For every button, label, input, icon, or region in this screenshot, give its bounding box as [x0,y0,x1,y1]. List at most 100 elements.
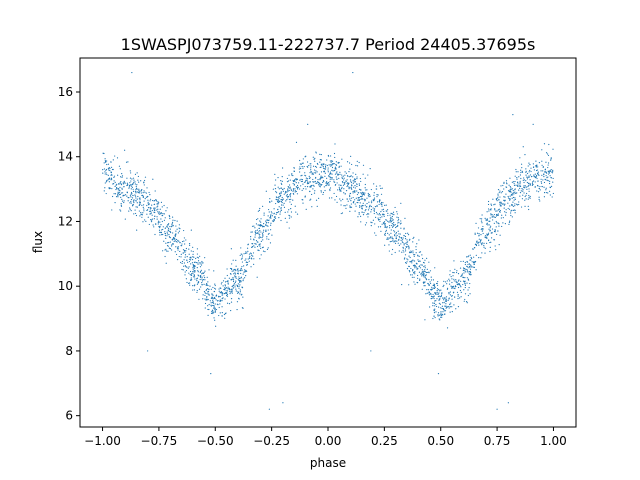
data-point [225,287,228,289]
data-point [351,163,353,166]
data-point [129,195,132,197]
data-point [519,180,521,182]
data-point [423,270,425,273]
data-point [334,184,337,186]
data-point [475,254,477,257]
data-point [307,123,309,125]
data-point [124,182,126,184]
data-point [491,214,493,216]
data-point [384,204,386,206]
data-point [406,243,408,245]
data-point [333,179,335,181]
data-point [497,214,499,216]
data-point [468,267,470,269]
data-point [462,276,465,279]
data-point [131,186,134,188]
data-point [546,153,549,155]
data-point [188,248,190,250]
data-point [292,190,294,192]
data-point [390,221,393,223]
data-point [460,296,462,298]
data-point [251,246,253,249]
data-point [229,267,232,270]
data-point [430,276,432,278]
data-point [364,204,366,206]
data-point [403,243,405,245]
data-point [147,201,149,203]
data-point [207,314,209,317]
data-point [434,286,436,288]
data-point [136,229,138,231]
data-point [457,283,460,285]
data-point [234,275,236,277]
data-point [210,305,212,307]
data-point [132,194,134,197]
data-point [363,198,365,200]
data-point [207,298,209,301]
data-point [362,164,365,166]
data-point [145,220,147,222]
data-point [486,236,488,238]
data-point [237,291,240,294]
data-point [214,288,217,290]
data-point [402,246,404,249]
data-point [305,155,307,157]
data-point [457,273,460,275]
data-point [538,198,540,201]
data-point [135,197,137,199]
data-point [446,306,448,308]
data-point [113,175,116,177]
data-point [275,192,278,194]
data-point [215,325,217,327]
data-point [354,190,356,192]
data-point [520,206,523,208]
data-point [404,261,407,264]
data-point [326,182,329,184]
data-point [519,195,521,197]
data-point [190,250,192,252]
data-point [511,188,514,190]
data-point [294,205,296,207]
data-point [296,213,299,215]
data-point [243,265,245,267]
data-point [510,187,512,189]
data-point [432,287,434,289]
data-point [462,283,464,286]
data-point [544,179,547,181]
data-point [295,186,297,188]
data-point [265,190,267,192]
data-point [128,210,130,212]
data-point [306,178,309,180]
data-point [143,210,145,212]
data-point [127,200,129,202]
data-point [184,254,187,256]
data-point [181,243,183,245]
data-point [335,163,337,166]
data-point [254,231,256,233]
data-point [134,181,136,183]
data-point [437,295,440,298]
data-point [104,182,106,184]
data-point [267,247,269,249]
data-point [398,244,400,246]
data-point [156,218,158,220]
data-point [422,281,424,283]
data-point [358,183,360,185]
data-point [330,177,332,179]
data-point [438,302,440,305]
data-point [323,180,325,183]
data-point [213,270,215,272]
data-point [331,197,333,199]
data-point [395,236,397,238]
data-point [192,289,194,291]
data-point [182,249,185,251]
data-point [369,195,371,197]
data-point [487,232,490,234]
data-point [490,225,492,227]
data-point [512,209,515,211]
data-point [192,285,194,287]
data-point [445,299,447,302]
data-point [475,269,477,271]
data-point [424,319,426,321]
data-point [152,224,154,226]
